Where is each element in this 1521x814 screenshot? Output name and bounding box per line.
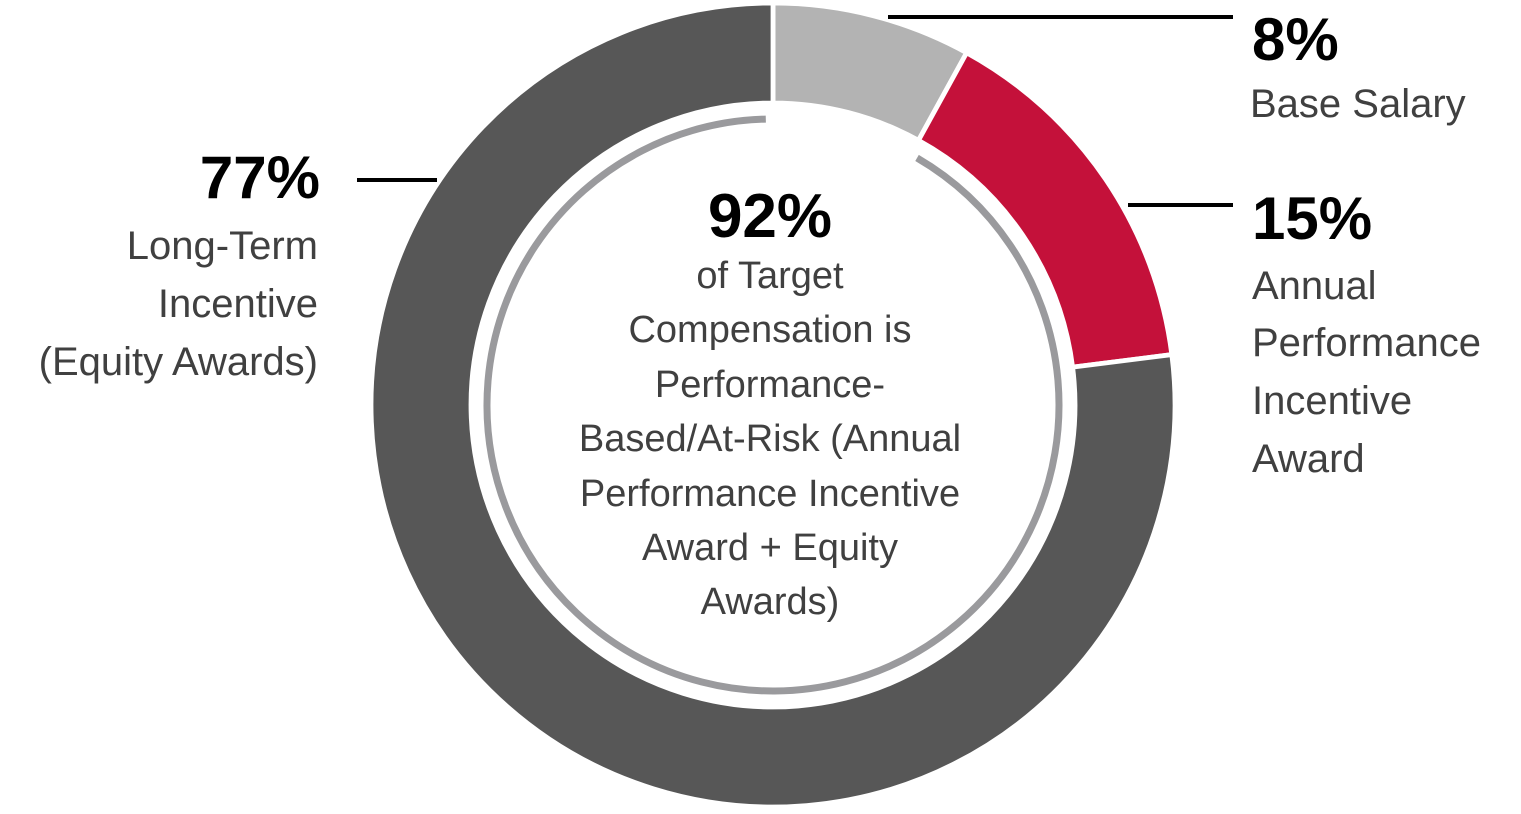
- slice-label-line: Long-Term: [127, 224, 318, 268]
- slice-label-line: Incentive: [158, 282, 318, 326]
- slice-percent-base-salary: 8%: [1252, 6, 1339, 73]
- slice-label-line: (Equity Awards): [39, 340, 318, 384]
- center-label-line: Performance-: [655, 364, 885, 406]
- slice-label-base-salary: 8% Base Salary: [1250, 6, 1466, 126]
- leader-lines: [357, 15, 1233, 207]
- donut-slices: [368, 0, 1178, 810]
- slice-label-long-term-incentive: 77% Long-Term Incentive (Equity Awards): [39, 144, 320, 384]
- slice-percent-annual-performance: 15%: [1252, 185, 1372, 252]
- center-label-line: Based/At-Risk (Annual: [579, 418, 961, 460]
- slice-long-term-incentive: [368, 0, 1178, 810]
- center-label-line: Performance Incentive: [580, 473, 960, 515]
- slice-percent-long-term-incentive: 77%: [200, 144, 320, 211]
- center-summary: 92% of Target Compensation is Performanc…: [579, 182, 961, 623]
- slice-label-annual-performance: 15% Annual Performance Incentive Award: [1252, 185, 1481, 481]
- performance-based-ring: [483, 115, 1063, 695]
- center-percent: 92%: [708, 182, 832, 251]
- slice-label-line: Incentive: [1252, 379, 1412, 423]
- slice-label-line: Performance: [1252, 321, 1481, 365]
- center-label-line: Compensation is: [628, 309, 911, 351]
- slice-label-line: Annual: [1252, 264, 1377, 308]
- center-label-line: Awards): [701, 581, 840, 623]
- center-label-line: Award + Equity: [642, 527, 898, 569]
- center-label-line: of Target: [696, 255, 844, 297]
- performance-ring-arc: [483, 115, 1063, 695]
- slice-label-line: Award: [1252, 437, 1365, 481]
- slice-label-line: Base Salary: [1250, 82, 1466, 126]
